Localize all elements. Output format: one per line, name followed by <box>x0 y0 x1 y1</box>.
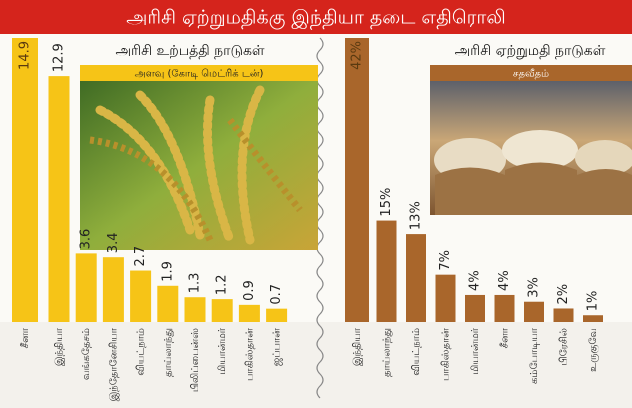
value-label: 4% <box>497 270 512 291</box>
category-label: தாய்லாந்து <box>382 328 393 377</box>
value-label: 1.9 <box>160 261 175 282</box>
rice-sacks-photo <box>430 80 632 215</box>
value-label: 0.9 <box>242 280 257 301</box>
bar <box>406 234 426 322</box>
title-banner <box>0 0 632 34</box>
value-label: 2.7 <box>133 246 148 267</box>
category-label: உருகுவே <box>588 328 600 372</box>
chart-subtitle: சதவீதம் <box>513 69 549 80</box>
bar <box>345 38 369 322</box>
category-label: மியான்மர் <box>470 327 481 374</box>
category-label: சீனா <box>500 327 511 348</box>
bar <box>75 253 97 322</box>
subtitle-banner <box>430 65 632 81</box>
bar <box>435 274 456 322</box>
bar <box>583 315 603 322</box>
bar <box>184 297 206 322</box>
bar <box>157 285 179 322</box>
category-label: பாகிஸ்தான் <box>441 328 452 381</box>
value-label: 1.2 <box>215 274 230 295</box>
rice-photo <box>80 80 318 250</box>
subtitle-banner <box>80 65 318 81</box>
category-label: வங்கதேசம் <box>81 328 92 380</box>
category-label: மியான்மர் <box>217 327 228 374</box>
bar <box>553 308 574 322</box>
chart-subtitle: அளவு (கோடி மெட்ரிக் டன்) <box>135 69 264 80</box>
bar <box>12 38 38 322</box>
category-label: பிரேசில் <box>559 328 570 366</box>
value-label: 0.7 <box>269 284 284 305</box>
label-strip <box>0 322 632 408</box>
value-label: 1.3 <box>188 273 203 294</box>
category-label: வியட்நாம் <box>136 328 147 376</box>
value-label: 3.4 <box>106 233 121 254</box>
value-label: 2% <box>556 284 571 305</box>
bar <box>238 304 260 322</box>
bar <box>524 301 544 322</box>
bar <box>211 299 233 322</box>
category-label: தாய்லாந்து <box>163 328 174 377</box>
category-label: ஜப்பான் <box>272 328 283 366</box>
bar <box>130 270 152 322</box>
value-label: 14.9 <box>18 41 33 70</box>
chart-title: அரிசி உற்பத்தி நாடுகள் <box>115 43 264 59</box>
bar <box>376 220 397 322</box>
value-label: 1% <box>586 291 601 312</box>
value-label: 4% <box>468 270 483 291</box>
bar <box>102 257 124 322</box>
bar <box>465 294 485 322</box>
bar <box>48 76 70 322</box>
bar <box>494 294 515 322</box>
page-title: அரிசி ஏற்றுமதிக்கு இந்தியா தடை எதிரொலி <box>126 7 505 30</box>
value-label: 42% <box>350 41 365 70</box>
category-label: வியட்நாம் <box>411 328 422 376</box>
value-label: 7% <box>438 250 453 271</box>
value-label: 12.9 <box>52 43 67 72</box>
category-label: பிலிப்பைன்ஸ் <box>190 328 201 392</box>
category-label: இந்தோனேசியா <box>108 327 119 401</box>
category-label: இந்தியா <box>352 327 363 366</box>
category-label: சீனா <box>20 327 31 348</box>
category-label: இந்தியா <box>54 327 65 366</box>
value-label: 3.6 <box>79 229 94 250</box>
value-label: 13% <box>409 201 424 230</box>
value-label: 15% <box>379 188 394 217</box>
value-label: 3% <box>527 277 542 298</box>
bar <box>266 308 288 322</box>
chart-title: அரிசி ஏற்றுமதி நாடுகள் <box>455 43 606 59</box>
divider <box>316 37 324 399</box>
category-label: கம்போடியா <box>529 327 540 384</box>
category-label: பாகிஸ்தான் <box>244 328 255 381</box>
